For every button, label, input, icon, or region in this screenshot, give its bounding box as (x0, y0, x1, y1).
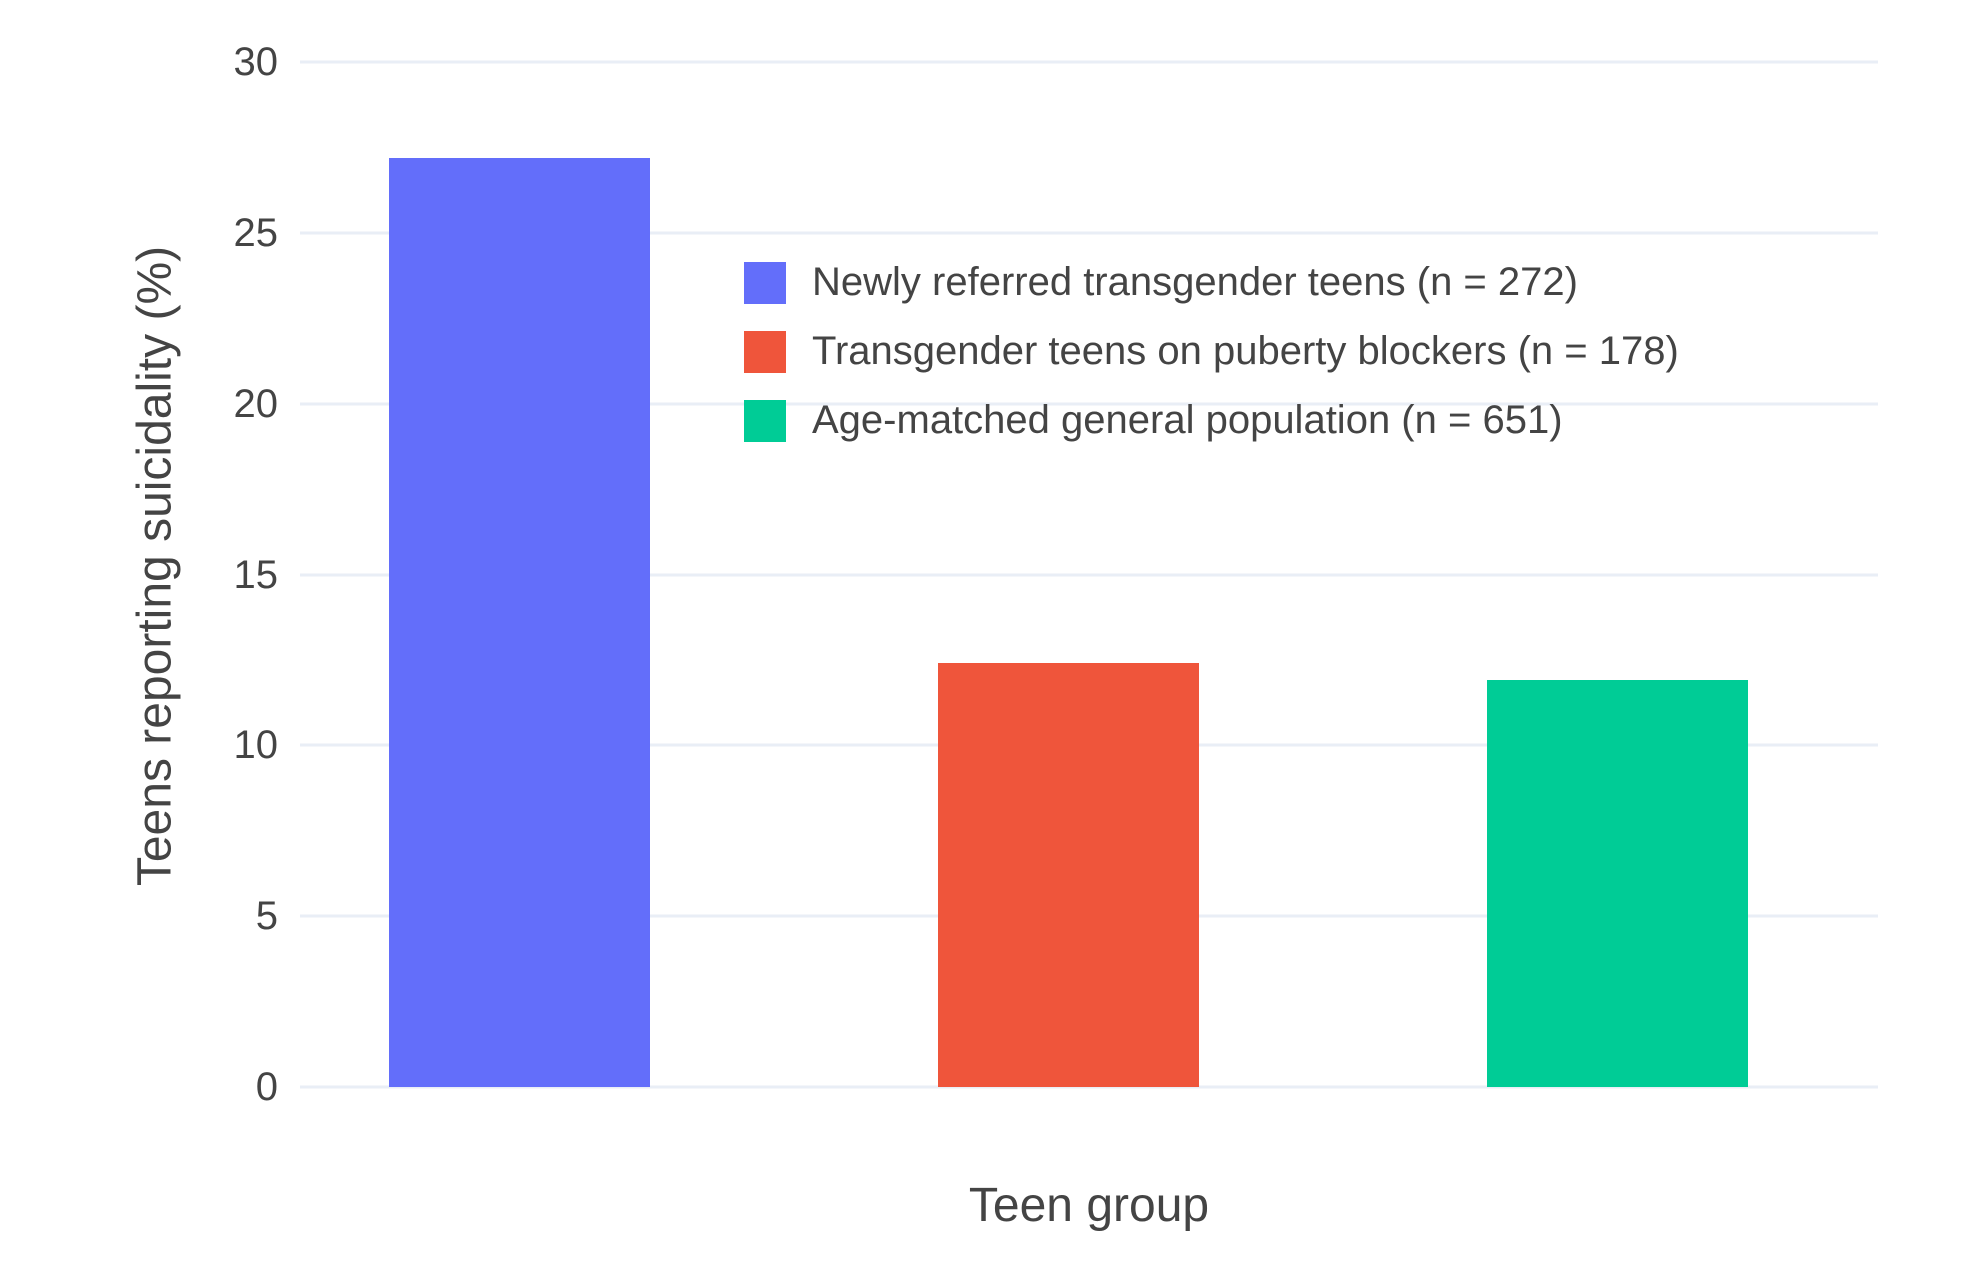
bar[interactable] (937, 663, 1199, 1087)
gridline (300, 231, 1878, 235)
gridline (300, 1085, 1878, 1089)
y-tick-label: 5 (255, 894, 278, 939)
gridline (300, 60, 1878, 64)
y-tick-label: 20 (233, 381, 279, 426)
legend-swatch-icon (744, 261, 786, 304)
y-tick-label: 10 (233, 723, 279, 768)
legend-item-label: Newly referred transgender teens (n = 27… (812, 260, 1578, 304)
plot-area: 0 5 10 15 20 25 30 (234, 42, 1878, 1107)
y-tick-label: 15 (233, 552, 279, 597)
x-axis-title: Teen group (968, 1179, 1210, 1232)
y-tick-label: 30 (233, 40, 279, 85)
legend: Newly referred transgender teens (n = 27… (744, 260, 1679, 443)
legend-swatch-icon (744, 399, 786, 442)
legend-item[interactable]: Newly referred transgender teens (n = 27… (744, 260, 1679, 305)
y-tick-label: 25 (233, 210, 279, 255)
y-tick-label: 0 (255, 1065, 278, 1109)
gridline (300, 573, 1878, 577)
legend-item[interactable]: Transgender teens on puberty blockers (n… (744, 329, 1679, 374)
bar[interactable] (388, 157, 650, 1087)
legend-item-label: Transgender teens on puberty blockers (n… (812, 329, 1679, 373)
y-axis-title: Teens reporting suicidality (%) (128, 245, 182, 887)
legend-item[interactable]: Age-matched general population (n = 651) (744, 398, 1679, 443)
legend-swatch-icon (744, 330, 786, 373)
bar[interactable] (1486, 680, 1748, 1087)
legend-item-label: Age-matched general population (n = 651) (812, 398, 1563, 442)
gridline (300, 402, 1878, 406)
